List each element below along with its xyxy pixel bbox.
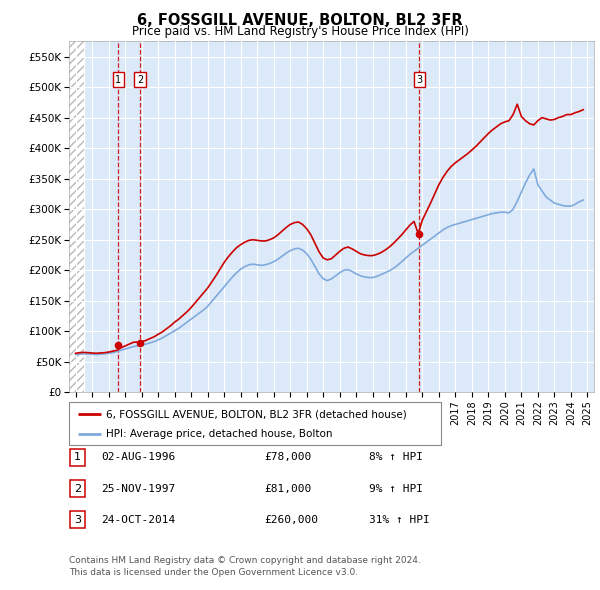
Text: 25-NOV-1997: 25-NOV-1997: [101, 484, 175, 493]
Text: 2: 2: [74, 484, 81, 493]
Text: 3: 3: [74, 515, 81, 525]
Text: 1: 1: [115, 75, 121, 85]
Text: Contains HM Land Registry data © Crown copyright and database right 2024.
This d: Contains HM Land Registry data © Crown c…: [69, 556, 421, 577]
Text: 31% ↑ HPI: 31% ↑ HPI: [369, 515, 430, 525]
Text: 2: 2: [137, 75, 143, 85]
Text: 6, FOSSGILL AVENUE, BOLTON, BL2 3FR: 6, FOSSGILL AVENUE, BOLTON, BL2 3FR: [137, 13, 463, 28]
Text: £260,000: £260,000: [264, 515, 318, 525]
Text: 9% ↑ HPI: 9% ↑ HPI: [369, 484, 423, 493]
Text: HPI: Average price, detached house, Bolton: HPI: Average price, detached house, Bolt…: [106, 429, 332, 439]
Text: £78,000: £78,000: [264, 453, 311, 462]
Text: Price paid vs. HM Land Registry's House Price Index (HPI): Price paid vs. HM Land Registry's House …: [131, 25, 469, 38]
Text: 6, FOSSGILL AVENUE, BOLTON, BL2 3FR (detached house): 6, FOSSGILL AVENUE, BOLTON, BL2 3FR (det…: [106, 409, 407, 419]
Polygon shape: [69, 41, 84, 392]
Text: 1: 1: [74, 453, 81, 462]
Text: £81,000: £81,000: [264, 484, 311, 493]
Text: 24-OCT-2014: 24-OCT-2014: [101, 515, 175, 525]
Text: 3: 3: [416, 75, 422, 85]
Text: 8% ↑ HPI: 8% ↑ HPI: [369, 453, 423, 462]
Text: 02-AUG-1996: 02-AUG-1996: [101, 453, 175, 462]
